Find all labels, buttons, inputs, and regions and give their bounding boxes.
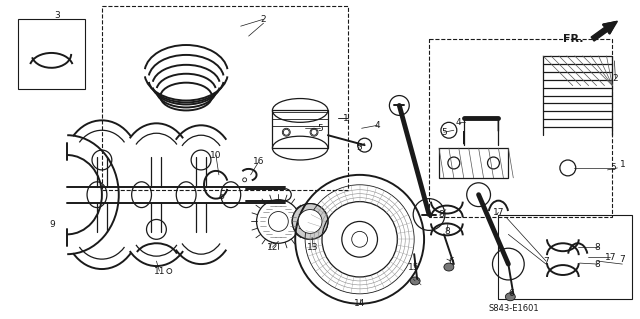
Text: 11: 11 [154, 266, 165, 276]
Text: 17: 17 [605, 253, 616, 262]
Text: 4: 4 [374, 121, 380, 130]
FancyArrow shape [591, 21, 618, 41]
Bar [429, 39, 612, 218]
Text: 2: 2 [260, 15, 266, 24]
Bar [102, 6, 348, 190]
Text: 5: 5 [441, 128, 447, 137]
Text: 16: 16 [253, 158, 264, 167]
Text: 8: 8 [595, 260, 600, 269]
Ellipse shape [506, 293, 515, 301]
Text: 1: 1 [343, 114, 349, 123]
Bar [18, 19, 85, 89]
Text: 5: 5 [611, 163, 616, 173]
Text: 7: 7 [620, 255, 625, 263]
Text: 5: 5 [317, 124, 323, 133]
Text: FR.: FR. [563, 34, 584, 44]
Circle shape [298, 210, 322, 234]
Text: 14: 14 [354, 299, 365, 308]
Text: 8: 8 [444, 227, 450, 236]
Ellipse shape [444, 263, 454, 271]
Text: 2: 2 [612, 74, 618, 83]
Text: 6: 6 [448, 256, 454, 266]
Text: 10: 10 [210, 151, 221, 160]
Bar [439, 148, 508, 178]
Text: 3: 3 [54, 11, 60, 20]
Text: 8: 8 [595, 243, 600, 252]
Text: 17: 17 [493, 208, 504, 217]
Text: 7: 7 [543, 256, 549, 266]
Text: 13: 13 [307, 243, 319, 252]
Text: 15: 15 [408, 263, 420, 271]
Text: 9: 9 [49, 220, 55, 229]
Text: S843-E1601: S843-E1601 [488, 304, 539, 313]
Bar [499, 214, 632, 299]
Bar [273, 110, 328, 148]
Text: 1: 1 [620, 160, 625, 169]
Text: 6: 6 [508, 289, 514, 298]
Text: 12: 12 [267, 243, 278, 252]
Ellipse shape [410, 277, 420, 285]
Text: 4: 4 [456, 118, 461, 127]
Circle shape [292, 204, 328, 239]
Text: 8: 8 [438, 210, 444, 219]
Text: 5: 5 [356, 143, 362, 152]
